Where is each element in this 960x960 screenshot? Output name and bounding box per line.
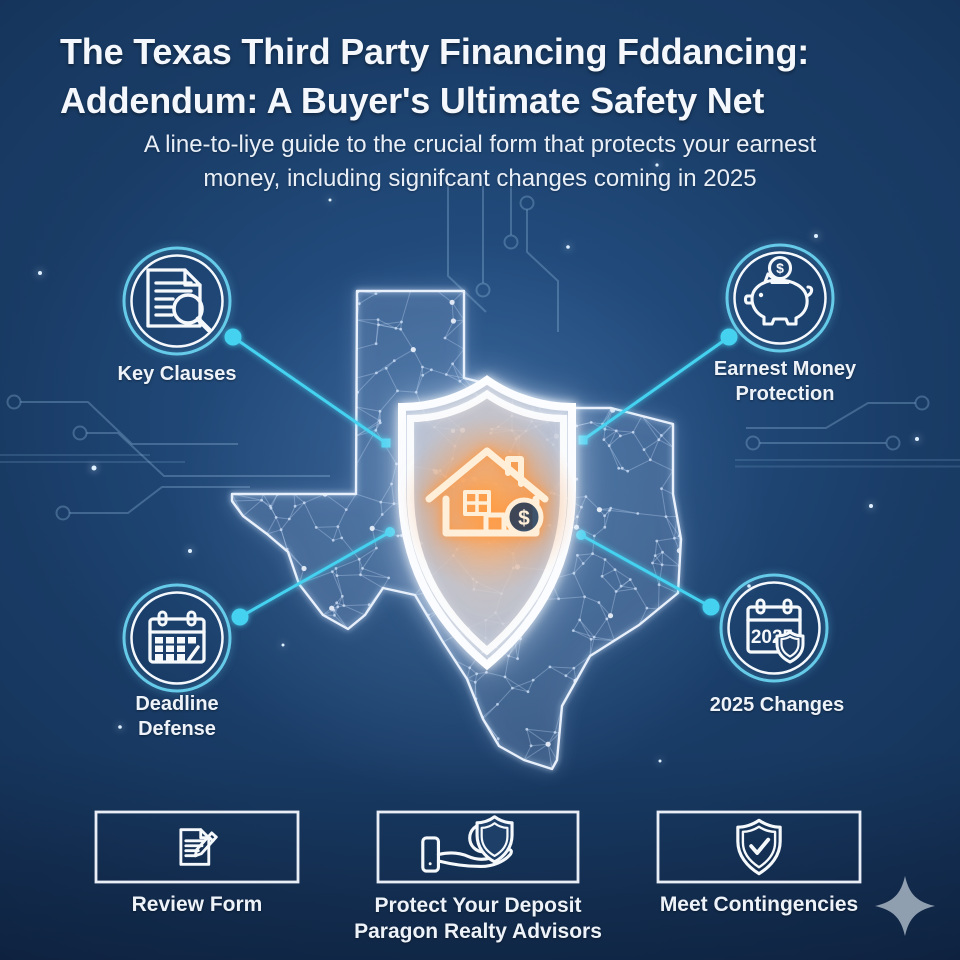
- sparkle-icon: [875, 876, 935, 936]
- home-icon: $: [425, 447, 549, 537]
- document-magnifier-icon: [146, 268, 212, 333]
- action-label-meet-contingencies: Meet Contingencies: [659, 893, 859, 916]
- svg-text:$: $: [518, 507, 530, 530]
- feature-circle-earnest-money: $: [725, 243, 835, 353]
- piggy-bank-coin-icon: $: [743, 255, 814, 326]
- connector-lines: [224, 328, 738, 626]
- protection-shield: $: [398, 375, 578, 671]
- title-line-2: Addendum: A Buyer's Ultimate Safety Net: [60, 80, 765, 121]
- title-line-1: The Texas Third Party Financing Fddancin…: [60, 31, 810, 72]
- calendar-grid-icon: [148, 610, 206, 664]
- svg-text:$: $: [776, 260, 784, 276]
- feature-label-earnest-money: Earnest Money Protection: [713, 358, 857, 405]
- subtitle-line-2: money, including signifcant changes comi…: [203, 165, 757, 192]
- action-box-protect-deposit: [376, 810, 580, 884]
- action-label-review-form: Review Form: [131, 893, 263, 916]
- action-box-meet-contingencies: [656, 810, 862, 884]
- calendar-2025-shield-icon: 2025: [746, 598, 805, 664]
- action-box-review-form: [94, 810, 300, 884]
- brand-name: Paragon Realty Advisors: [354, 920, 602, 943]
- page-subtitle: A line-to-liye guide to the crucial form…: [0, 128, 960, 196]
- document-pencil-icon: [179, 828, 218, 866]
- shield-check-icon: [736, 818, 782, 876]
- feature-circle-key-clauses: [122, 246, 232, 356]
- feature-label-key-clauses: Key Clauses: [117, 363, 237, 385]
- bottom-action-boxes: [94, 810, 862, 884]
- feature-circle-2025-changes: 2025: [719, 573, 829, 683]
- dollar-coin-icon: $: [504, 497, 544, 537]
- subtitle-line-1: A line-to-liye guide to the crucial form…: [143, 131, 817, 158]
- feature-circle-deadline-defense: [122, 583, 232, 693]
- feature-label-2025-changes: 2025 Changes: [709, 694, 845, 716]
- hand-shield-icon: [421, 815, 514, 873]
- page-title: The Texas Third Party Financing Fddancin…: [60, 27, 809, 125]
- action-label-protect-deposit: Protect Your Deposit: [374, 894, 582, 917]
- glow-dots: [38, 163, 919, 763]
- feature-label-deadline-defense: Deadline Defense: [135, 693, 219, 740]
